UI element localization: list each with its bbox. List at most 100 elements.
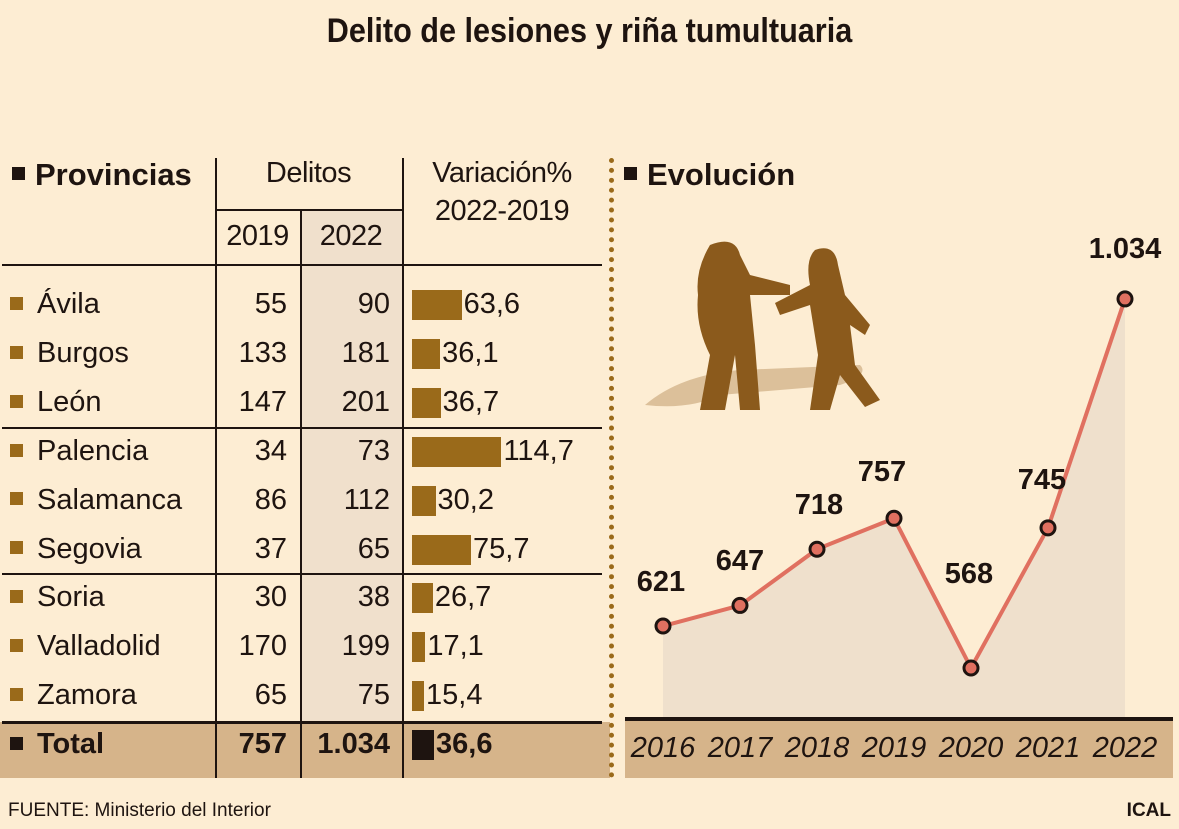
variation-value: 26,7 [434, 581, 492, 614]
variation-period-header: 2022-2019 [434, 195, 570, 227]
chart-title: Evolución [624, 157, 795, 193]
table-row: Burgos 133 181 36,1 [0, 331, 610, 380]
table-row: León 147 201 36,7 [0, 380, 610, 429]
value-2022: 201 [341, 385, 390, 418]
variation-value: 63,6 [463, 288, 521, 320]
column-2022-highlight [300, 210, 402, 722]
figure-left [697, 241, 790, 410]
x-tick-label: 2021 [1015, 732, 1081, 764]
value-2019: 30 [254, 581, 287, 614]
value-2022: 181 [341, 336, 390, 369]
square-icon [10, 590, 23, 604]
province-name: Zamora [10, 679, 137, 712]
province-name: Soria [10, 581, 105, 614]
divider [2, 264, 602, 266]
data-point [1039, 519, 1057, 537]
province-label: Ávila [37, 288, 100, 320]
variation-value: 30,2 [437, 483, 494, 516]
year-2022-header: 2022 [319, 220, 383, 252]
table-row: Valladolid 170 199 17,1 [0, 624, 610, 673]
section-divider [609, 158, 614, 778]
x-tick-label: 2017 [707, 732, 773, 764]
x-tick-label: 2016 [630, 732, 696, 764]
value-2022: 1.034 [317, 728, 390, 760]
data-point [808, 540, 826, 558]
variation-bar [412, 534, 472, 565]
province-name: Salamanca [10, 484, 182, 517]
variation-bar [412, 730, 434, 760]
fight-illustration [645, 241, 880, 410]
divider [2, 427, 602, 429]
square-icon [10, 345, 23, 359]
divider [215, 209, 402, 211]
table-row: Zamora 65 75 15,4 [0, 673, 610, 722]
province-name: Valladolid [10, 630, 161, 663]
x-tick-label: 2019 [861, 732, 927, 764]
divider [2, 721, 602, 724]
total-row: Total 757 1.034 36,6 [0, 722, 610, 778]
data-label: 647 [715, 545, 765, 578]
value-2022: 90 [357, 288, 390, 320]
square-icon [10, 394, 23, 408]
province-label: Zamora [37, 679, 137, 712]
province-label: Total [37, 728, 105, 760]
variation-bar [412, 681, 424, 712]
chart-title-label: Evolución [647, 157, 796, 192]
value-2019: 34 [254, 434, 287, 467]
table-row: Salamanca 86 112 30,2 [0, 478, 610, 527]
variation-bar [412, 583, 433, 614]
value-2019: 133 [238, 336, 287, 369]
divider [2, 573, 602, 575]
province-label: León [37, 385, 102, 418]
data-label: 568 [944, 558, 994, 590]
province-label: Palencia [37, 434, 149, 467]
value-2022: 199 [341, 630, 390, 663]
province-label: Soria [37, 581, 105, 614]
variation-value: 36,1 [442, 336, 499, 369]
square-icon [10, 736, 23, 750]
variation-bar [412, 290, 462, 320]
square-icon [10, 639, 23, 653]
total-band [0, 722, 610, 778]
province-name: León [10, 386, 102, 419]
value-2019: 147 [238, 385, 287, 418]
data-point [885, 509, 903, 527]
year-2019-header: 2019 [226, 220, 289, 252]
divider [300, 210, 302, 778]
table-row: Soria 30 38 26,7 [0, 575, 610, 624]
variation-bar [412, 338, 441, 369]
data-label: 757 [857, 456, 907, 489]
value-2019: 757 [238, 728, 287, 760]
square-icon [10, 443, 23, 457]
variation-value: 36,7 [442, 385, 500, 418]
variation-bar [412, 436, 502, 467]
data-label: 745 [1017, 463, 1067, 496]
province-label: Valladolid [37, 630, 161, 663]
x-tick-label: 2018 [784, 732, 850, 764]
variation-bar [412, 632, 426, 663]
province-name: Total [10, 728, 104, 761]
page-title: Delito de lesiones y riña tumultuaria [326, 12, 853, 50]
table-row: Palencia 34 73 114,7 [0, 429, 610, 478]
credit: ICAL [1126, 800, 1171, 821]
value-2022: 38 [357, 581, 390, 614]
value-2019: 86 [254, 483, 287, 516]
variation-bar [412, 387, 441, 418]
province-label: Burgos [37, 336, 129, 369]
province-name: Palencia [10, 435, 148, 468]
area-fill [663, 298, 1125, 718]
x-tick-label: 2020 [938, 732, 1004, 764]
x-axis-band [625, 721, 1173, 778]
source: FUENTE: Ministerio del Interior [8, 800, 271, 821]
value-2019: 37 [254, 532, 287, 565]
value-2019: 65 [254, 679, 287, 712]
value-2022: 73 [357, 434, 390, 467]
province-name: Burgos [10, 337, 129, 370]
square-icon [624, 167, 637, 181]
provinces-header-label: Provincias [35, 157, 192, 192]
variation-value: 75,7 [473, 532, 530, 565]
provinces-header: Provincias [12, 157, 192, 193]
province-name: Segovia [10, 533, 142, 566]
value-2022: 112 [343, 483, 390, 516]
square-icon [10, 492, 23, 506]
